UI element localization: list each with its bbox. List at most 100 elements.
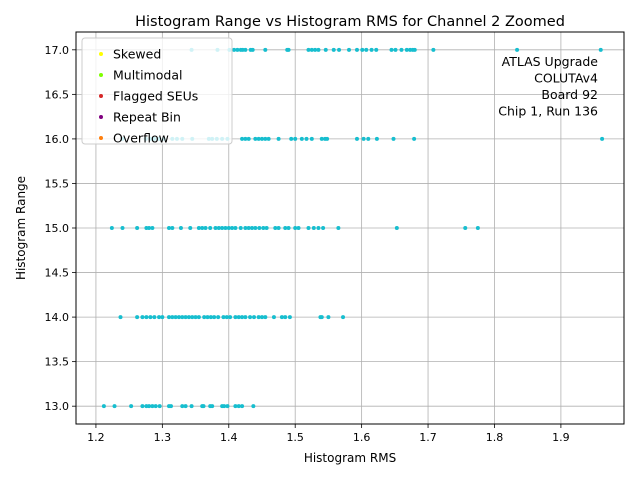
y-tick-label: 14.5 [45, 267, 70, 280]
data-point [319, 315, 324, 320]
data-point [200, 226, 205, 230]
data-point [225, 404, 230, 409]
legend-box [81, 37, 233, 145]
data-point [250, 226, 255, 230]
data-point [321, 226, 326, 230]
data-point [271, 315, 276, 320]
y-tick-label: 13.0 [45, 400, 70, 413]
data-point [129, 404, 134, 409]
data-point [276, 226, 281, 230]
data-point [236, 404, 241, 409]
data-point [364, 47, 369, 52]
data-point [259, 315, 264, 320]
data-point [230, 226, 235, 230]
data-point [246, 136, 251, 141]
data-point [213, 226, 218, 230]
x-tick-label: 1.2 [87, 431, 105, 444]
data-point [304, 136, 309, 141]
data-point [250, 47, 255, 52]
data-point [196, 315, 201, 320]
data-point [150, 226, 155, 230]
data-point [166, 226, 171, 230]
data-point [293, 226, 298, 230]
data-point [366, 136, 371, 141]
data-point [168, 404, 173, 409]
data-point [263, 315, 268, 320]
data-point [289, 136, 294, 141]
data-point [354, 136, 359, 141]
data-point [208, 315, 213, 320]
data-point [222, 404, 227, 409]
data-point [273, 226, 278, 230]
data-point [190, 315, 195, 320]
data-point [236, 315, 241, 320]
data-point [183, 404, 188, 409]
data-point [286, 47, 291, 52]
data-point [147, 226, 152, 230]
y-tick-label: 15.0 [45, 222, 70, 235]
data-point [233, 404, 238, 409]
data-point [180, 315, 185, 320]
data-point [311, 226, 316, 230]
data-point [283, 315, 288, 320]
x-axis-label: Histogram RMS [304, 451, 396, 465]
legend-label: Multimodal [113, 68, 182, 83]
y-tick-label: 17.0 [45, 44, 70, 57]
data-point [180, 404, 185, 409]
data-point [216, 226, 221, 230]
y-axis-label: Histogram Range [14, 176, 28, 280]
data-points [101, 47, 605, 409]
data-point [203, 226, 208, 230]
legend-label: Skewed [113, 47, 161, 62]
data-point [220, 226, 225, 230]
data-point [256, 315, 261, 320]
legend-label: Repeat Bin [113, 110, 181, 125]
data-point [212, 315, 217, 320]
data-point [173, 315, 178, 320]
data-point [189, 404, 194, 409]
legend-marker [99, 94, 103, 98]
data-point [238, 226, 243, 230]
data-point [374, 136, 379, 141]
data-point [170, 226, 175, 230]
data-point [178, 226, 183, 230]
data-point [144, 315, 149, 320]
data-point [309, 136, 314, 141]
data-point [393, 47, 398, 52]
data-point [389, 47, 394, 52]
data-point [263, 47, 268, 52]
data-point [319, 136, 324, 141]
y-tick-label: 14.0 [45, 311, 70, 324]
data-point [120, 226, 125, 230]
data-point [221, 315, 226, 320]
data-point [157, 315, 162, 320]
data-point [205, 315, 210, 320]
legend-label: Overflow [113, 131, 169, 146]
x-tick-label: 1.4 [220, 431, 238, 444]
data-point [296, 226, 301, 230]
data-point [412, 47, 417, 52]
y-tick-label: 13.5 [45, 356, 70, 369]
data-point [243, 136, 248, 141]
data-point [183, 315, 188, 320]
data-point [266, 136, 271, 141]
data-point [235, 47, 240, 52]
x-tick-label: 1.7 [419, 431, 437, 444]
annotation-line: Board 92 [541, 87, 598, 102]
data-point [118, 315, 123, 320]
data-point [240, 136, 245, 141]
data-point [140, 404, 145, 409]
data-point [153, 404, 158, 409]
data-point [160, 315, 165, 320]
data-point [391, 136, 396, 141]
data-point [336, 226, 341, 230]
data-point [112, 404, 117, 409]
data-point [316, 47, 321, 52]
data-point [600, 136, 605, 141]
data-point [148, 315, 153, 320]
data-point [361, 136, 366, 141]
data-point [202, 315, 207, 320]
data-point [233, 226, 238, 230]
x-tick-label: 1.8 [486, 431, 504, 444]
